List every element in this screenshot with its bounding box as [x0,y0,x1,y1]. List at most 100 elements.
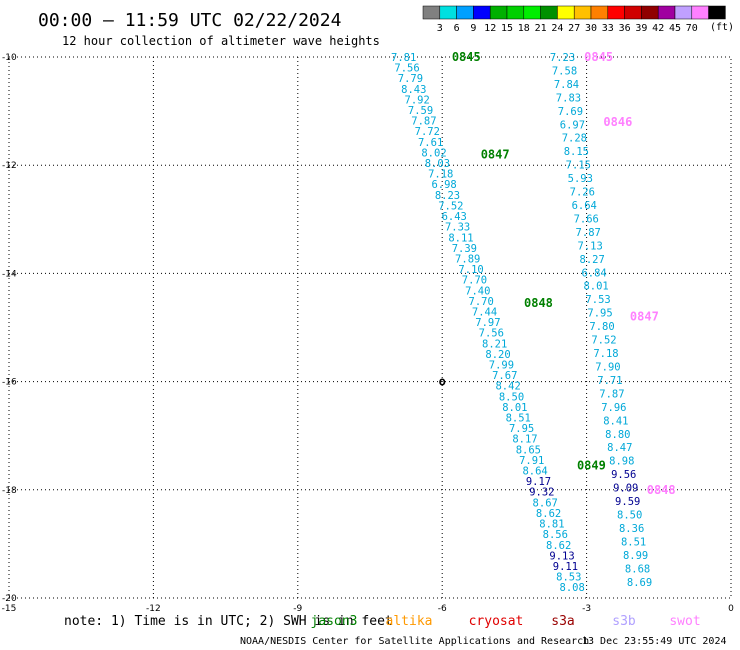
wave-height-point: 7.70 [469,296,494,308]
wave-height-point: 7.66 [574,213,599,225]
colorbar-swatch [708,5,726,20]
colorbar-swatch [691,5,709,20]
wave-height-point: 8.80 [605,429,630,441]
wave-height-point: 8.62 [536,508,561,520]
wave-height-point: 6.43 [442,211,467,223]
wave-height-point: 8.23 [435,190,460,202]
time-annotations: 0845 0847 0848 0849 0845 0846 0847 0848 o [439,50,676,497]
colorbar-tick-label: 70 [686,23,698,34]
wave-height-point: 8.51 [506,413,531,425]
wave-height-point: 7.83 [556,92,581,104]
wave-height-point: 6.98 [431,179,456,191]
wave-height-point: 7.67 [492,370,517,382]
colorbar-swatch [624,5,642,20]
y-tick-label: -14 [2,269,17,279]
wave-height-point: 7.10 [458,264,483,276]
wave-height-point: 8.03 [425,158,450,170]
wave-height-point: 7.44 [472,306,497,318]
wave-height-point: 8.50 [617,509,642,521]
time-annotation: 0848 [647,483,676,497]
wave-height-point: 8.53 [556,572,581,584]
wave-height-point: 9.13 [549,550,574,562]
wave-height-point: 8.69 [627,577,652,589]
colorbar-swatch [422,5,441,20]
colorbar-tick-label: 15 [501,23,513,34]
time-annotation: 0845 [452,50,481,64]
time-annotation: 0846 [603,115,632,129]
colorbar-swatch [674,5,693,20]
wave-height-point: 7.59 [408,105,433,117]
wave-height-point: 7.18 [593,348,618,360]
wave-height-point: 7.13 [578,240,603,252]
wave-height-point: 8.20 [485,349,510,361]
colorbar-swatch [540,5,558,20]
colorbar-tick-label: 33 [602,23,614,34]
colorbar-tick-label: 42 [652,23,664,34]
wave-height-point: 8.67 [533,497,558,509]
wave-height-point: 7.97 [475,317,500,329]
colorbar-swatch [473,5,491,20]
wave-height-point: 7.96 [601,402,626,414]
wave-height-point: 7.52 [591,335,616,347]
wave-height-point: 5.93 [568,173,593,185]
wave-height-point: 7.33 [445,222,470,234]
colorbar-unit-label: (ft) [710,22,734,33]
wave-height-point: 8.41 [603,415,628,427]
wave-height-point: 7.72 [415,126,440,138]
x-tick-label: -9 [293,604,302,614]
plot-grid [8,56,732,599]
wave-height-point: 7.18 [428,169,453,181]
wave-height-point: 8.01 [502,402,527,414]
wave-height-point: 7.52 [438,200,463,212]
wave-height-point: 6.64 [572,200,597,212]
wave-height-point: 8.08 [560,582,585,594]
footer-note: note: 1) Time is in UTC; 2) SWH is in fe… [64,614,393,629]
colorbar-swatch [506,5,525,20]
colorbar-swatch [523,5,541,20]
colorbar-tick-label: 6 [454,23,460,34]
colorbar-tick-label: 39 [635,23,647,34]
x-tick-label: 0 [728,604,734,614]
wave-height-point: 7.95 [587,308,612,320]
wave-height-point: 8.01 [583,281,608,293]
colorbar-tick-label: 21 [535,23,547,34]
wave-height-point: 9.17 [526,476,551,488]
source-label-altika: altika [386,614,433,629]
wave-height-point: 7.89 [455,253,480,265]
colorbar-tick-label: 24 [551,23,563,34]
colorbar-swatch [557,5,575,20]
footer-timestamp: 13 Dec 23:55:49 UTC 2024 [582,636,727,647]
time-annotation: 0845 [584,50,613,64]
wave-height-point: 7.70 [462,275,487,287]
source-label-swot: swot [669,614,700,629]
wave-height-point: 7.69 [558,106,583,118]
y-tick-label: -18 [2,486,17,496]
time-annotation: 0849 [577,458,606,472]
wave-height-point: 8.42 [495,381,520,393]
colorbar-tick-label: 9 [470,23,476,34]
colorbar-swatch [657,5,676,20]
wave-height-point: 8.62 [546,540,571,552]
colorbar-tick-label: 45 [669,23,681,34]
colorbar-swatch [456,5,474,20]
colorbar-tick-label: 3 [437,23,443,34]
wave-height-point: 6.97 [560,119,585,131]
x-tick-label: -15 [2,604,17,614]
wave-height-point: 8.43 [401,84,426,96]
wave-height-point: 7.92 [405,94,430,106]
wave-height-point: 7.95 [509,423,534,435]
y-tick-label: -12 [2,161,17,171]
wave-height-point: 8.56 [543,529,568,541]
wave-height-point: 7.99 [489,360,514,372]
wave-height-point: 7.61 [418,137,443,149]
plot-frame [8,56,732,599]
y-tick-label: -16 [2,378,17,388]
colorbar-swatch [641,5,659,20]
colorbar-tick-label: 30 [585,23,597,34]
time-annotation: o [439,375,446,389]
wave-height-point: 7.87 [576,227,601,239]
wave-height-point: 7.91 [519,455,544,467]
wave-height-point: 8.51 [621,536,646,548]
colorbar-tick-label: 27 [568,23,580,34]
